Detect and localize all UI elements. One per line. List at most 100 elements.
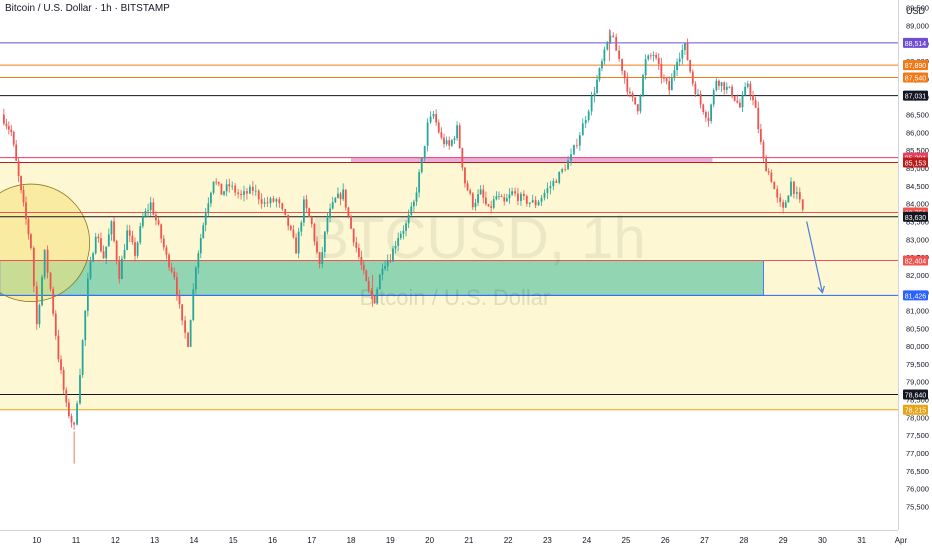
- candle-body: [570, 154, 572, 161]
- candle-body: [234, 185, 237, 193]
- candle-body: [399, 233, 402, 239]
- candle-body: [266, 202, 269, 204]
- candle-body: [170, 267, 173, 272]
- time-tick-label: 22: [504, 536, 513, 545]
- candle-body: [329, 208, 331, 218]
- candle-body: [749, 83, 752, 96]
- candle-body: [426, 122, 429, 146]
- candle-body: [500, 195, 503, 198]
- candle-body: [681, 50, 684, 59]
- candle-body: [194, 267, 197, 290]
- candle-body: [587, 111, 590, 120]
- candle-body: [505, 198, 508, 202]
- overlay-layer: [806, 221, 825, 294]
- candle-body: [123, 249, 126, 259]
- price-tick-label: 85,500: [906, 146, 929, 155]
- candle-body: [263, 202, 266, 204]
- zone-support: [0, 260, 764, 296]
- candle-body: [479, 189, 482, 195]
- candle-body: [373, 295, 376, 304]
- candle-body: [257, 190, 260, 200]
- candle-body: [534, 200, 537, 206]
- candle-body: [795, 192, 798, 194]
- candle-body: [498, 195, 500, 197]
- candle-body: [728, 86, 731, 88]
- candle-body: [275, 199, 278, 202]
- candle-body: [744, 86, 747, 96]
- candle-body: [97, 236, 100, 239]
- level-label: 87,540: [905, 76, 927, 83]
- chart-title: Bitcoin / U.S. Dollar · 1h · BITSTAMP: [5, 3, 170, 14]
- price-tick-label: 83,500: [906, 217, 929, 226]
- candle-body: [776, 189, 779, 198]
- candle-body: [260, 199, 263, 204]
- candle-body: [84, 310, 87, 341]
- level-label: 78,215: [905, 408, 927, 415]
- candle-body: [736, 100, 739, 103]
- candle-body: [237, 192, 240, 194]
- candle-body: [684, 43, 686, 51]
- candle-body: [644, 59, 647, 76]
- candle-body: [596, 79, 598, 93]
- candle-body: [415, 192, 418, 202]
- candle-body: [601, 61, 603, 69]
- candle-body: [697, 93, 699, 95]
- candle-body: [702, 104, 705, 113]
- candle-body: [520, 193, 522, 201]
- price-tick-label: 77,500: [906, 431, 929, 440]
- price-tick-label: 86,500: [906, 111, 929, 120]
- candle-body: [525, 196, 528, 204]
- candle-body: [79, 374, 81, 404]
- candle-body: [642, 75, 644, 96]
- candle-body: [100, 238, 102, 252]
- candle-body: [313, 223, 316, 242]
- candle-body: [367, 280, 370, 291]
- candle-body: [429, 116, 432, 123]
- level-label-bg: [903, 211, 928, 222]
- candle-body: [86, 278, 89, 311]
- candle-body: [386, 260, 389, 267]
- candle-body: [331, 202, 334, 209]
- candle-body: [746, 83, 749, 87]
- candle-body: [555, 180, 558, 183]
- candle-body: [3, 114, 5, 124]
- candle-body: [7, 126, 10, 130]
- candle-body: [175, 277, 178, 296]
- candle-body: [668, 81, 671, 91]
- candle-body: [443, 137, 445, 145]
- time-tick-label: 29: [779, 536, 788, 545]
- candle-body: [707, 117, 710, 122]
- candle-body: [60, 359, 62, 371]
- candle-body: [461, 148, 464, 168]
- candle-body: [323, 231, 326, 252]
- price-tick-label: 76,000: [906, 485, 929, 494]
- candle-body: [435, 114, 438, 123]
- time-tick-label: 10: [32, 536, 41, 545]
- candle-body: [631, 93, 634, 98]
- candle-body: [603, 49, 606, 62]
- time-axis[interactable]: 10 11 12 13 14 15 16 17 18 19 20 21 22 23 24 25 26 27 28 29…: [0, 530, 908, 550]
- candle-body: [593, 92, 596, 97]
- candle-body: [243, 191, 245, 195]
- level-label-bg: [903, 60, 928, 71]
- time-axis-bg: [0, 530, 898, 550]
- level-label: 78,640: [905, 393, 927, 400]
- candle-body: [355, 242, 358, 248]
- candle-body: [202, 225, 205, 239]
- candle-body: [189, 320, 192, 347]
- candle-body: [765, 158, 767, 172]
- candle-body: [477, 194, 479, 203]
- candle-body: [464, 167, 466, 184]
- price-tick-label: 86,000: [906, 128, 929, 137]
- candle-body: [168, 254, 170, 268]
- candle-body: [636, 104, 639, 112]
- candle-body: [70, 416, 73, 423]
- candle-body: [437, 122, 440, 133]
- price-tick-label: 77,000: [906, 449, 929, 458]
- candle-body: [65, 389, 68, 403]
- candle-body: [215, 181, 218, 183]
- candle-body: [694, 83, 697, 95]
- candle-body: [485, 197, 487, 205]
- candle-body: [578, 135, 581, 146]
